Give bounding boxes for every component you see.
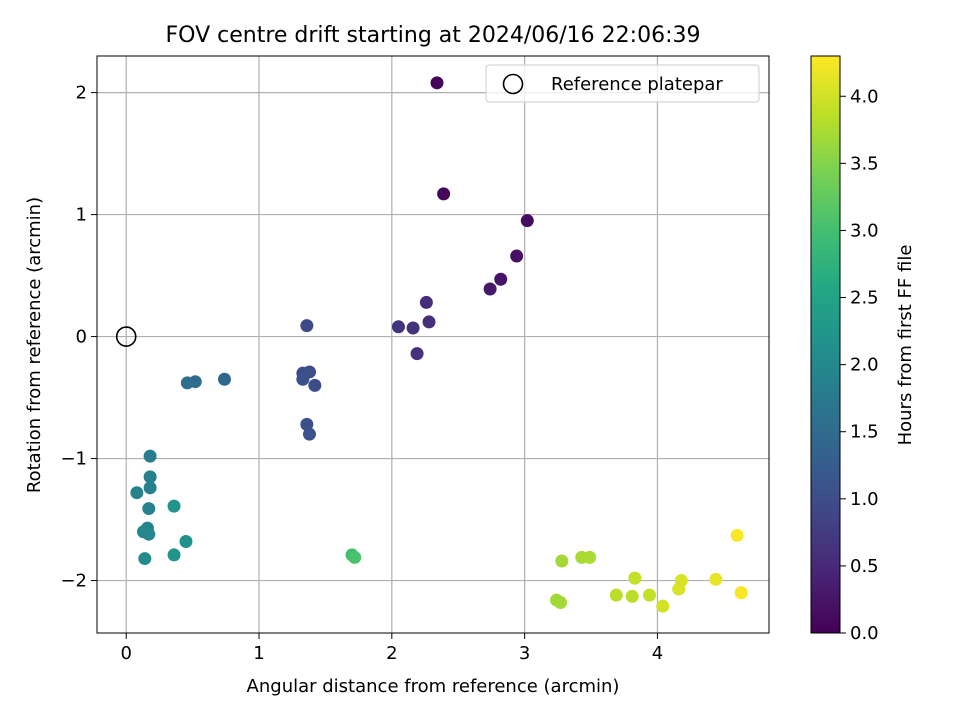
- legend-box: [485, 64, 760, 103]
- data-point: [656, 599, 670, 613]
- colorbar-tick-label: 3.5: [850, 153, 879, 174]
- data-point: [406, 321, 420, 335]
- x-tick-label: 1: [253, 643, 264, 664]
- data-point: [143, 449, 157, 463]
- colorbar-tick-label: 2.0: [850, 355, 879, 376]
- legend-entry-reference: Reference platepar: [551, 74, 723, 95]
- colorbar: 0.0 0.5 1.0 1.5 2.0 2.5 3.0 3.5 4.0 Hours from f…: [810, 55, 916, 644]
- x-tick-label: 2: [386, 643, 397, 664]
- data-point: [510, 249, 524, 263]
- colorbar-ticks: 0.0 0.5 1.0 1.5 2.0 2.5 3.0 3.5 4.0: [840, 86, 879, 644]
- colorbar-tick-label: 0.5: [850, 556, 879, 577]
- data-point: [555, 554, 569, 568]
- data-point: [709, 572, 723, 586]
- data-point: [730, 528, 744, 542]
- data-point: [217, 372, 231, 386]
- plot-frame: [96, 55, 770, 634]
- data-point: [142, 502, 156, 516]
- data-point: [628, 571, 642, 585]
- colorbar-tick-label: 1.5: [850, 422, 879, 443]
- colorbar-label: Hours from first FF file: [895, 245, 916, 446]
- legend: Reference platepar: [485, 64, 760, 103]
- data-point: [348, 550, 362, 564]
- y-tick-label: 1: [76, 205, 87, 226]
- y-tick-label: −1: [60, 449, 87, 470]
- data-point: [308, 378, 322, 392]
- data-point: [494, 272, 508, 286]
- data-point: [672, 582, 686, 596]
- legend-reference-marker: [502, 73, 524, 95]
- x-tick-label: 4: [652, 643, 663, 664]
- data-point: [410, 347, 424, 361]
- scatter-points: [115, 76, 748, 613]
- data-point: [179, 535, 193, 549]
- data-point: [300, 417, 314, 431]
- colorbar-tick-label: 4.0: [850, 86, 879, 107]
- data-point: [300, 319, 314, 333]
- axis-ticks: 0 1 2 3 4 −2 −1 0 1 2: [60, 83, 663, 664]
- data-point: [734, 586, 748, 600]
- colorbar-gradient: [810, 55, 841, 634]
- data-point: [302, 427, 316, 441]
- colorbar-tick-label: 0.0: [850, 623, 879, 644]
- y-tick-label: 2: [76, 83, 87, 104]
- y-tick-label: −2: [60, 571, 87, 592]
- data-point: [430, 76, 444, 90]
- x-tick-label: 0: [120, 643, 131, 664]
- colorbar-tick-label: 2.5: [850, 288, 879, 309]
- data-point: [609, 588, 623, 602]
- data-point: [583, 550, 597, 564]
- data-point: [142, 527, 156, 541]
- data-point: [296, 372, 310, 386]
- y-tick-label: 0: [76, 327, 87, 348]
- data-point: [625, 589, 639, 603]
- y-axis-label: Rotation from reference (arcmin): [24, 197, 45, 493]
- chart-title: FOV centre drift starting at 2024/06/16 …: [166, 23, 701, 48]
- data-point: [437, 187, 451, 201]
- colorbar-tick-label: 1.0: [850, 489, 879, 510]
- x-axis-label: Angular distance from reference (arcmin): [247, 676, 620, 697]
- data-point: [391, 320, 405, 334]
- data-point: [180, 376, 194, 390]
- data-point: [642, 588, 656, 602]
- data-point: [143, 481, 157, 495]
- data-point: [419, 295, 433, 309]
- reference-marker: [115, 326, 137, 347]
- data-point: [520, 214, 534, 228]
- data-point: [167, 499, 181, 513]
- data-point: [422, 315, 436, 329]
- data-point: [483, 282, 497, 296]
- data-point: [553, 596, 567, 610]
- x-tick-label: 3: [519, 643, 530, 664]
- colorbar-tick-label: 3.0: [850, 220, 879, 241]
- data-point: [143, 470, 157, 484]
- data-point: [130, 486, 144, 500]
- grid: [97, 56, 769, 633]
- data-point: [167, 548, 181, 562]
- data-point: [138, 552, 152, 566]
